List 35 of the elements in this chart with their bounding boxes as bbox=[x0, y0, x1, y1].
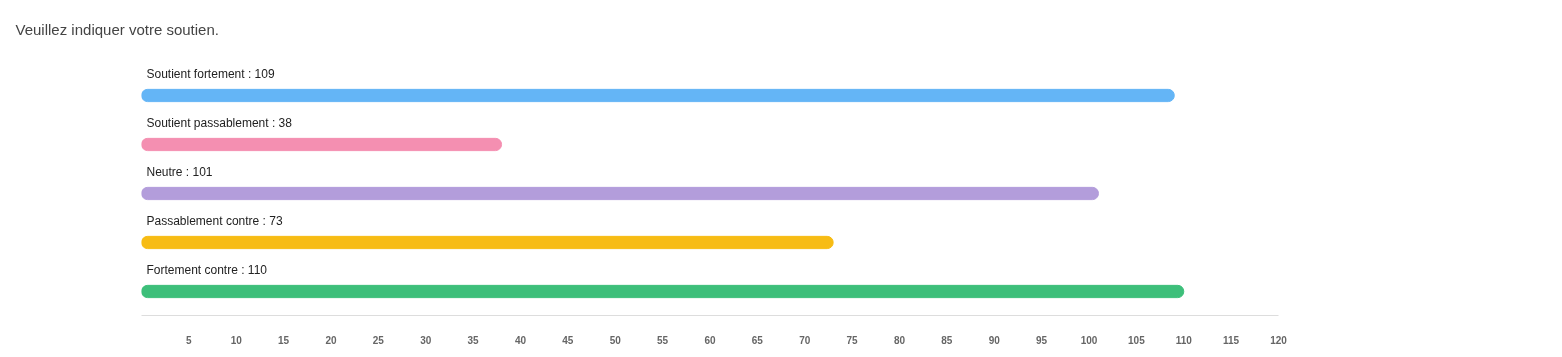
x-tick-label: 105 bbox=[1128, 334, 1146, 346]
x-tick-label: 75 bbox=[846, 334, 859, 346]
x-tick-label: 20 bbox=[325, 334, 337, 346]
x-tick-label: 85 bbox=[941, 334, 953, 346]
bar bbox=[141, 235, 834, 250]
x-tick-label: 15 bbox=[278, 334, 290, 346]
x-tick-label: 40 bbox=[514, 334, 527, 346]
x-tick-label: 55 bbox=[657, 334, 669, 346]
x-tick-label: 10 bbox=[230, 334, 243, 346]
x-tick-label: 5 bbox=[186, 334, 193, 346]
x-tick-label: 120 bbox=[1270, 334, 1288, 346]
x-tick-label: 25 bbox=[372, 334, 385, 346]
y-tick-label: Soutient passablement : 38 bbox=[146, 116, 293, 131]
x-tick-label: 45 bbox=[562, 334, 574, 346]
x-tick-label: 95 bbox=[1036, 334, 1048, 346]
chart-title: Veuillez indiquer votre soutien. bbox=[15, 20, 219, 38]
x-tick-label: 100 bbox=[1080, 334, 1098, 346]
x-tick-label: 80 bbox=[893, 334, 906, 346]
x-tick-label: 30 bbox=[420, 334, 432, 346]
x-tick-label: 35 bbox=[467, 334, 480, 346]
x-tick-label: 65 bbox=[751, 334, 764, 346]
x-tick-label: 115 bbox=[1223, 334, 1240, 346]
bar bbox=[141, 186, 1099, 201]
bar bbox=[141, 284, 1185, 299]
y-tick-label: Soutient fortement : 109 bbox=[146, 67, 275, 82]
y-tick-label: Passablement contre : 73 bbox=[146, 214, 283, 229]
x-tick-label: 70 bbox=[799, 334, 811, 346]
bar bbox=[141, 137, 503, 152]
x-tick-label: 50 bbox=[609, 334, 622, 346]
y-tick-label: Fortement contre : 110 bbox=[146, 263, 268, 278]
x-tick-label: 90 bbox=[988, 334, 1001, 346]
x-tick-label: 60 bbox=[704, 334, 716, 346]
y-tick-label: Neutre : 101 bbox=[146, 165, 213, 180]
x-tick-label: 110 bbox=[1175, 334, 1193, 346]
bar bbox=[141, 88, 1175, 103]
